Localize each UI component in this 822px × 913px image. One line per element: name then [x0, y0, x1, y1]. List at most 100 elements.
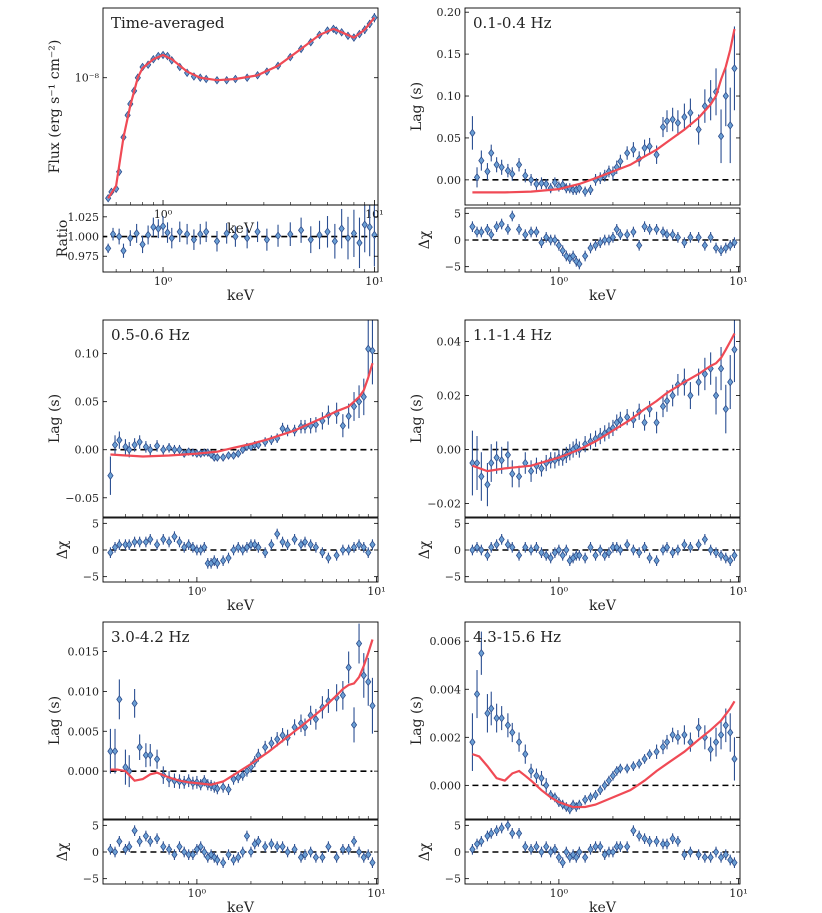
data-point — [687, 543, 694, 552]
chart-panel: −0.02 0.00 0.02 0.04 1.1-1.4 Hz Lag (s) — [409, 319, 741, 518]
data-point — [659, 545, 667, 555]
data-point — [243, 543, 251, 552]
data-point — [653, 150, 660, 159]
data-point — [136, 537, 143, 547]
data-point — [185, 540, 192, 549]
data-point — [369, 346, 376, 356]
data-point — [312, 543, 319, 552]
data-point — [350, 229, 358, 238]
data-point — [107, 845, 114, 854]
data-point — [566, 805, 573, 814]
data-point — [547, 235, 554, 245]
data-point — [159, 221, 167, 231]
data-point — [681, 730, 688, 740]
data-point — [142, 750, 149, 760]
data-point — [522, 749, 529, 759]
data-point — [147, 750, 154, 760]
data-point — [225, 553, 232, 563]
chart-panel: 0.000 0.005 0.010 0.015 3.0-4.2 Hz Lag (s) — [47, 621, 379, 820]
data-point — [498, 713, 505, 723]
data-point — [582, 251, 589, 261]
y-tick-label: −0.05 — [65, 492, 99, 505]
data-point — [538, 238, 545, 247]
data-point — [663, 230, 671, 239]
data-point — [722, 404, 729, 414]
data-point — [601, 781, 608, 790]
x-tick-label: 10¹ — [729, 585, 747, 598]
y-tick-label: 0.05 — [437, 132, 462, 145]
data-point — [312, 853, 319, 862]
data-point — [646, 749, 653, 759]
y-tick-label: 0 — [454, 544, 461, 557]
data-point — [533, 842, 540, 851]
y-tick-label: 0.010 — [68, 685, 100, 698]
data-point — [522, 230, 529, 239]
data-point — [707, 853, 714, 862]
data-point — [268, 839, 275, 849]
data-point — [488, 829, 495, 838]
data-point — [493, 826, 500, 835]
data-point — [597, 842, 604, 851]
panel-title: 3.0-4.2 Hz — [111, 628, 190, 646]
data-point — [653, 837, 660, 846]
data-point — [355, 847, 363, 857]
data-point — [230, 451, 237, 460]
data-point — [360, 392, 367, 402]
data-point — [653, 225, 660, 234]
model-line — [472, 332, 736, 473]
x-tick-label: 10¹ — [729, 887, 747, 900]
data-point — [653, 747, 660, 757]
chart-panel: −5 0 5 10⁰ 10¹ Δχ keV — [417, 207, 748, 304]
data-point — [653, 418, 660, 427]
data-point — [515, 551, 523, 560]
data-point — [515, 160, 523, 170]
model-line — [110, 362, 374, 458]
y-tick-label: 5 — [92, 819, 99, 832]
data-point — [201, 543, 208, 552]
panel-title: 4.3-15.6 Hz — [473, 628, 561, 646]
data-point — [184, 229, 191, 239]
y-tick-label: 0.10 — [437, 90, 462, 103]
data-point — [116, 695, 123, 704]
data-point — [122, 845, 129, 854]
data-point — [316, 230, 323, 240]
data-point — [360, 671, 367, 680]
data-point — [147, 837, 154, 846]
y-tick-label: 0 — [454, 846, 461, 859]
data-point — [727, 556, 734, 565]
data-point — [165, 845, 173, 854]
x-tick-label: 10⁰ — [550, 887, 569, 900]
data-point — [527, 766, 535, 776]
data-point — [493, 453, 500, 462]
data-point — [225, 451, 232, 460]
data-point — [488, 230, 495, 239]
data-point — [208, 850, 215, 859]
data-point — [527, 845, 535, 854]
data-point — [674, 837, 681, 846]
data-point — [493, 160, 500, 170]
data-point — [345, 845, 352, 854]
y-tick-label: −5 — [83, 873, 99, 886]
data-point — [722, 721, 729, 730]
data-point — [617, 230, 624, 239]
data-point — [717, 364, 725, 373]
data-point — [325, 553, 332, 563]
y-axis-label: Ratio — [55, 220, 71, 258]
axes-frame — [102, 7, 379, 206]
data-point — [291, 535, 298, 544]
plot-area — [469, 820, 738, 868]
data-point — [355, 397, 363, 406]
x-tick-label: 10⁰ — [188, 585, 207, 598]
y-axis-label: Δχ — [417, 540, 433, 559]
data-point — [331, 236, 338, 246]
data-point — [369, 858, 376, 867]
data-point — [522, 543, 529, 552]
data-point — [624, 842, 631, 851]
model-line — [472, 700, 736, 809]
data-point — [203, 227, 210, 237]
data-point — [674, 545, 681, 555]
y-tick-label: −5 — [445, 571, 461, 584]
data-point — [659, 122, 667, 132]
data-point — [232, 232, 239, 241]
